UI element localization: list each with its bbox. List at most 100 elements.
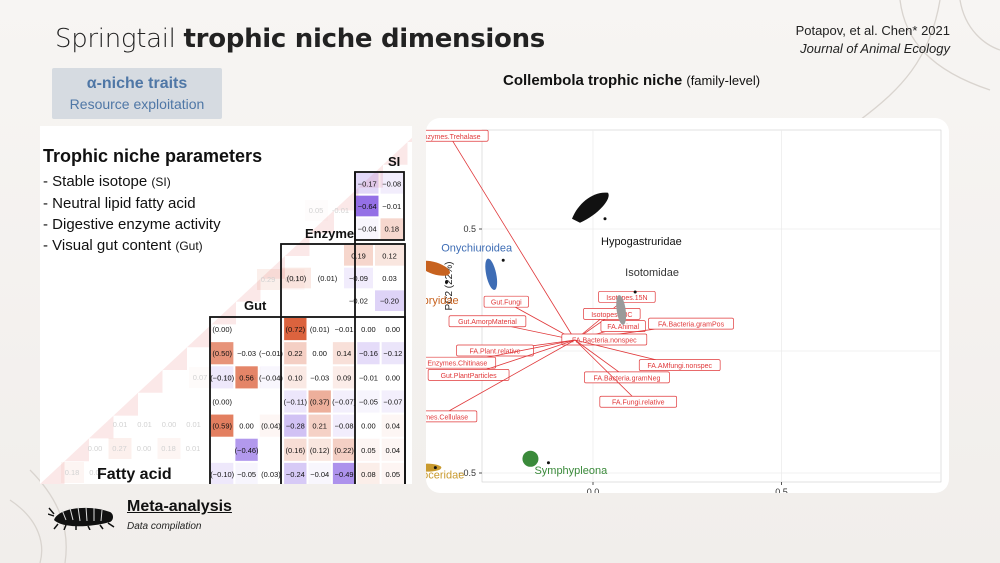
- corr-cell-value: 0.03: [382, 274, 397, 283]
- faded-cell-value: 0.02: [89, 468, 104, 477]
- corr-cell: [381, 438, 404, 461]
- loading-arrow: [449, 136, 576, 341]
- loading-label-text: Enzymes.Chitinase: [427, 361, 487, 368]
- family-point-isotomidae: Isotomidae: [616, 267, 679, 325]
- corr-cell: [332, 414, 356, 437]
- corr-cell: [211, 414, 234, 437]
- corr-cell-value: 0.08: [361, 470, 376, 479]
- loading-label: Gut.PlantParticles: [427, 369, 510, 381]
- corr-cell: [284, 318, 307, 341]
- family-glyph: [572, 192, 609, 223]
- loading-label-text: Gut.PlantParticles: [441, 373, 498, 380]
- corr-cell: [380, 218, 403, 239]
- corr-cell-value: 0.04: [386, 446, 401, 455]
- faded-cell-value: 0.07: [193, 373, 208, 382]
- citation: Potapov, et al. Chen* 2021 Journal of An…: [796, 22, 950, 58]
- corr-cell: [211, 462, 234, 484]
- corr-cell: [235, 366, 258, 389]
- corr-cell-value: 0.19: [351, 251, 366, 260]
- loading-label-box: [426, 410, 478, 423]
- faded-cell: [257, 269, 280, 290]
- corr-cell-value: 0.00: [239, 422, 254, 431]
- loading-label-text: FA.Bacteria.gramPos: [658, 322, 725, 329]
- family-point-dot: [633, 290, 637, 294]
- corr-cell: [284, 438, 307, 461]
- faded-cell-value: 0.01: [186, 420, 201, 429]
- faded-cell-value: 0.01: [217, 373, 232, 382]
- corr-cell-value: 0.18: [384, 225, 399, 234]
- diagonal-shade: [211, 301, 236, 325]
- pca-biplot-chart: −0.50.00.51.0−0.50.00.5PC1 (54%)PC2 (22%…: [426, 129, 942, 493]
- family-point-entomobryidae: Entomobryidae: [426, 260, 459, 307]
- corr-cell-value: 0.05: [361, 446, 376, 455]
- corr-cell-value: (0.16): [286, 446, 306, 455]
- corr-cell-value: (0.03): [261, 470, 281, 479]
- loading-label-box: [598, 290, 656, 303]
- corr-cell: [356, 218, 379, 239]
- corr-cell-value: −0.05: [359, 398, 378, 407]
- loading-label: FA.Animal: [600, 320, 646, 332]
- corr-cell-value: −0.03: [310, 373, 329, 382]
- corr-cell-value: −0.49: [335, 470, 354, 479]
- family-point-hypogastruridae: Hypogastruridae: [572, 192, 682, 248]
- diagonal-shade: [40, 461, 65, 484]
- diagonal-shade: [407, 137, 412, 142]
- group-label-gut: Gut: [244, 298, 267, 313]
- meta-analysis-subtitle: Data compilation: [127, 521, 202, 532]
- corr-cell: [381, 342, 404, 365]
- corr-cell-value: −0.08: [335, 422, 354, 431]
- loading-label: Enzymes.Trehalase: [426, 129, 489, 142]
- corr-cell-value: −0.04: [310, 470, 329, 479]
- corr-cell: [380, 173, 403, 194]
- faded-cell-value: 0.18: [65, 468, 80, 477]
- corr-cell: [344, 267, 373, 289]
- corr-cell-value: (0.12): [310, 446, 330, 455]
- corr-cell-value: (−0.04): [259, 373, 283, 382]
- corr-cell: [357, 438, 380, 461]
- corr-cell-value: 0.09: [337, 373, 352, 382]
- corr-cell-value: 0.00: [361, 325, 376, 334]
- corr-cell-value: −0.17: [358, 179, 377, 188]
- corr-cell-value: 0.04: [386, 422, 401, 431]
- loading-label-text: Enzymes.Trehalase: [426, 134, 481, 141]
- corr-cell-value: (−0.07): [332, 398, 356, 407]
- corr-cell-value: −0.64: [358, 202, 377, 211]
- corr-cell-value: −0.16: [359, 349, 378, 358]
- corr-cell-value: (−0.10): [210, 470, 234, 479]
- param-fatty-acid: - Neutral lipid fatty acid: [43, 195, 196, 212]
- faded-cell-value: 0.00: [88, 444, 103, 453]
- y-tick-label: 0.5: [463, 224, 476, 234]
- group-label-fatty-acid: Fatty acid: [97, 466, 172, 483]
- corr-cell: [284, 390, 307, 413]
- loading-label-text: Gut.Fungi: [491, 300, 522, 307]
- y-axis-label: PC2 (22%): [444, 262, 455, 311]
- corr-cell-value: −0.09: [349, 274, 368, 283]
- correlation-matrix-chart: 0.05 -0.01 0.29 0.12 0.07 0.01 0.05 0.01 0.01 0.0…: [40, 137, 412, 484]
- citation-authors: Potapov, et al. Chen* 2021: [795, 23, 950, 38]
- param-gut-content: - Visual gut content (Gut): [43, 237, 203, 254]
- corr-cell-value: 0.12: [382, 251, 397, 260]
- loading-label: FA.Plant.relative: [456, 344, 534, 357]
- loading-label-box: [584, 371, 670, 384]
- loading-label-box: [648, 317, 734, 330]
- corr-cell: [357, 342, 380, 365]
- family-glyph: [485, 258, 498, 290]
- corr-cell: [308, 414, 331, 437]
- corr-cell-value: −0.01: [382, 202, 401, 211]
- corr-cell-value: (−0.46): [235, 446, 259, 455]
- family-point-symphypleona: Symphypleona: [522, 450, 608, 477]
- corr-cell-value: (0.37): [310, 398, 330, 407]
- faded-cell-value: 0.00: [162, 420, 177, 429]
- corr-cell-value: 0.00: [312, 349, 327, 358]
- corr-cell-value: −0.05: [237, 470, 256, 479]
- corr-cell-value: (0.10): [287, 274, 307, 283]
- corr-cell: [375, 290, 404, 311]
- corr-cell-value: −0.08: [382, 179, 401, 188]
- corr-cell: [284, 462, 307, 484]
- family-label: Symphypleona: [534, 465, 608, 477]
- x-tick-label: 0.5: [775, 487, 788, 493]
- faded-cell-value: -0.01: [332, 206, 349, 215]
- loading-label: Isotopes.13C: [583, 308, 641, 320]
- param-stable-isotope: - Stable isotope (SI): [43, 173, 171, 190]
- param-enzyme: - Digestive enzyme activity: [43, 216, 221, 233]
